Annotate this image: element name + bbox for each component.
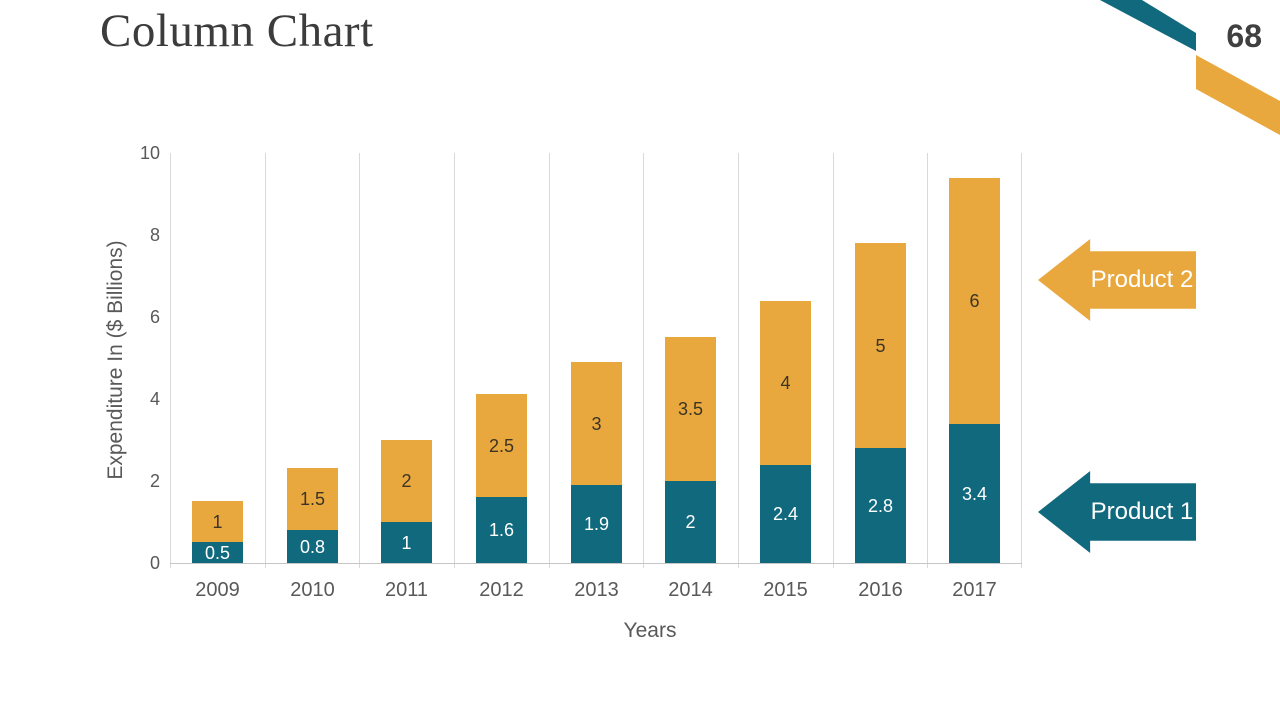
x-tick-label: 2015 [763,579,808,601]
gridline [643,153,644,568]
gridline [170,153,171,568]
bar-segment-product-2: 6 [949,178,1000,424]
gridline [833,153,834,568]
x-tick-label: 2016 [858,579,903,601]
bar-segment-product-2: 2.5 [476,394,527,497]
bar-segment-product-1: 1.6 [476,497,527,563]
gridline [454,153,455,568]
bar-value-label: 1.9 [583,514,610,534]
x-tick-label: 2009 [195,579,240,601]
gridline [549,153,550,568]
x-axis-title: Years [623,619,677,642]
bar-segment-product-1: 2.4 [760,465,811,563]
bar-value-label: 1.6 [488,520,515,540]
bar-value-label: 1.5 [299,489,326,509]
x-tick-label: 2011 [384,579,428,601]
bar-segment-product-1: 1.9 [571,485,622,563]
y-tick-label: 2 [149,471,160,491]
bar-segment-product-1: 0.5 [192,542,243,563]
gridline [265,153,266,568]
bar-value-label: 2.5 [488,435,515,456]
y-tick-label: 10 [139,143,160,163]
bar-value-label: 1 [401,532,412,553]
y-tick-label: 8 [149,225,160,245]
bar-value-label: 2.8 [867,495,894,516]
bar-segment-product-1: 3.4 [949,424,1000,563]
bar-value-label: 3.4 [961,483,988,504]
bar-value-label: 1 [212,511,223,532]
bar-value-label: 0.5 [204,542,231,563]
x-tick-label: 2014 [668,579,713,601]
bar-segment-product-2: 3 [571,362,622,485]
plot-area: 0.5 1 0.8 1.5 1 2 1.6 2.5 1.9 3 2 3.5 2.4 4 2.8 5 3.4 6 [170,153,1022,568]
x-tick-label: 2017 [952,579,997,601]
bar-segment-product-2: 4 [760,301,811,465]
gridline [1021,153,1022,568]
y-tick-label: 6 [149,307,160,327]
bar-value-label: 5 [875,335,886,356]
bar-segment-product-1: 2 [665,481,716,563]
bar-value-label: 0.8 [299,536,326,557]
bar-segment-product-2: 1 [192,501,243,542]
bar-value-label: 3.5 [677,399,704,419]
bar-value-label: 2.4 [772,504,799,524]
bar-value-label: 3 [591,413,602,434]
bar-segment-product-1: 0.8 [287,530,338,563]
bar-segment-product-2: 2 [381,440,432,522]
y-axis-tick-labels: 0 2 4 6 8 10 [100,143,160,573]
bar-segment-product-1: 1 [381,522,432,563]
page-number: 68 [1226,18,1262,54]
bar-value-label: 4 [780,373,791,393]
y-tick-label: 0 [149,553,160,573]
x-axis-tick-labels: 2009 2010 2011 2012 2013 2014 2015 2016 2017 [170,576,1022,604]
gridline [738,153,739,568]
gold-ribbon [1196,55,1280,135]
legend-label-product-1: Product 1 [1090,498,1194,525]
gridline [927,153,928,568]
bar-segment-product-2: 3.5 [665,337,716,481]
x-tick-label: 2012 [479,579,524,601]
y-tick-label: 4 [149,389,160,409]
x-axis-line [170,563,1022,564]
bar-value-label: 2 [401,471,412,491]
x-tick-label: 2013 [574,579,619,601]
bar-segment-product-1: 2.8 [855,448,906,563]
teal-ribbon [1100,0,1196,51]
legend-label-product-2: Product 2 [1090,266,1194,293]
corner-ribbons-decoration [1100,0,1280,135]
bar-value-label: 6 [969,291,980,311]
bar-value-label: 2 [685,512,696,532]
gridline [359,153,360,568]
bar-segment-product-2: 5 [855,243,906,448]
bar-segment-product-2: 1.5 [287,468,338,530]
x-tick-label: 2010 [290,579,335,601]
slide-title: Column Chart [100,5,374,57]
